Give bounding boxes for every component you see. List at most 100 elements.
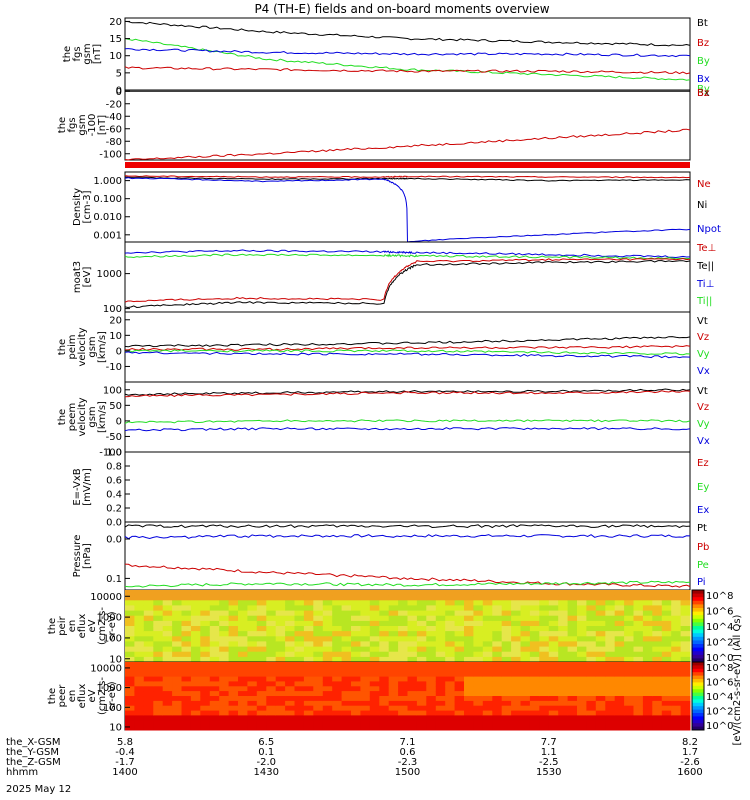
spectrogram-cell [624, 626, 634, 632]
spectrogram-cell [445, 725, 456, 731]
spectrogram-cell [303, 656, 314, 663]
spectrogram-cell [360, 705, 371, 712]
spectrogram-cell [153, 641, 164, 647]
spectrogram-cell [360, 631, 371, 637]
spectrogram-cell [624, 631, 634, 637]
spectrogram-cell [501, 720, 512, 726]
spectrogram-cell [435, 620, 446, 627]
spectrogram-cell [379, 676, 390, 682]
spectrogram-cell [256, 676, 267, 682]
spectrogram-cell [172, 610, 182, 617]
series-Bz-line [124, 128, 691, 161]
y-axis-label: Pressure [72, 535, 83, 578]
spectrogram-cell [473, 620, 484, 627]
spectrogram-cell [143, 631, 154, 637]
spectrogram-cell [200, 595, 211, 601]
spectrogram-cell [162, 681, 173, 687]
spectrogram-cell [445, 671, 456, 678]
spectrogram-cell [388, 686, 399, 692]
spectrogram-cell [520, 615, 531, 622]
series-Bz-line [124, 66, 691, 75]
spectrogram-cell [398, 720, 408, 726]
footer-row-label: the_Z-GSM [6, 757, 61, 768]
spectrogram-cell [445, 666, 456, 673]
spectrogram-cell [633, 610, 644, 617]
legend-Vx: Vx [697, 436, 710, 447]
spectrogram-cell [143, 656, 154, 663]
y-tick-label: 50 [109, 401, 122, 412]
spectrogram-cell [680, 710, 691, 716]
spectrogram-cell [200, 641, 211, 647]
spectrogram-cell [539, 641, 550, 647]
spectrogram-cell [181, 590, 192, 596]
spectrogram-cell [652, 631, 663, 637]
legend-Pt: Pt [697, 523, 707, 534]
spectrogram-cell [548, 696, 559, 702]
spectrogram-cell [228, 620, 239, 627]
spectrogram-cell [238, 590, 248, 596]
spectrogram-cell [181, 646, 192, 653]
spectrogram-cell [614, 705, 625, 712]
spectrogram-cell [605, 705, 616, 712]
spectrogram-cell [209, 686, 220, 692]
spectrogram-cell [661, 662, 672, 668]
spectrogram-cell [303, 641, 314, 647]
spectrogram-cell [454, 615, 465, 622]
spectrogram-cell [181, 676, 192, 682]
spectrogram-cell [577, 681, 587, 687]
spectrogram-cell [680, 631, 691, 637]
spectrogram-cell [219, 615, 230, 622]
spectrogram-cell [501, 696, 512, 702]
colorbar-cell [692, 636, 704, 641]
spectrogram-cell [511, 676, 521, 682]
y-axis-label: velocity [77, 397, 88, 436]
spectrogram-cell [454, 705, 465, 712]
spectrogram-cell [445, 590, 456, 596]
spectrogram-cell [501, 686, 512, 692]
legend-Npot: Npot [697, 224, 721, 235]
spectrogram-cell [238, 666, 248, 673]
footer-value: 1430 [254, 767, 279, 778]
spectrogram-cell [671, 676, 682, 682]
spectrogram-cell [680, 615, 691, 622]
y-axis-label: eV [87, 619, 98, 632]
spectrogram-cell [313, 720, 324, 726]
spectrogram-cell [577, 691, 587, 697]
spectrogram-cell [661, 656, 672, 663]
spectrogram-cell [303, 651, 314, 658]
spectrogram-cell [435, 671, 446, 678]
spectrogram-cell [652, 715, 663, 721]
spectrogram-cell [539, 595, 550, 601]
spectrogram-cell [605, 590, 616, 596]
spectrogram-cell [379, 600, 390, 606]
spectrogram-cell [520, 666, 531, 673]
spectrogram-cell [398, 666, 408, 673]
spectrogram-cell [539, 686, 550, 692]
spectrogram-cell [595, 605, 606, 611]
spectrogram-cell [407, 725, 418, 731]
spectrogram-cell [247, 641, 258, 647]
spectrogram-cell [379, 641, 390, 647]
spectrogram-cell [313, 691, 324, 697]
spectrogram-cell [473, 700, 484, 707]
colorbar-cell [692, 726, 704, 731]
spectrogram-cell [219, 700, 230, 707]
spectrogram-cell [256, 681, 267, 687]
spectrogram-cell [200, 656, 211, 663]
spectrogram-cell [351, 705, 361, 712]
spectrogram-cell [492, 705, 503, 712]
spectrogram-cell [661, 666, 672, 673]
spectrogram-cell [529, 646, 540, 653]
colorbar-label: [eV/(cm2-s-sr-eV)] (All Qs) [732, 614, 743, 745]
spectrogram-cell [558, 662, 569, 668]
spectrogram-cell [567, 620, 578, 627]
spectrogram-cell [125, 700, 135, 707]
legend-Bz: Bz [697, 88, 709, 99]
spectrogram-cell [614, 610, 625, 617]
spectrogram-cell [680, 595, 691, 601]
spectrogram-cell [275, 605, 286, 611]
spectrogram-cell [567, 651, 578, 658]
spectrogram-cell [492, 681, 503, 687]
